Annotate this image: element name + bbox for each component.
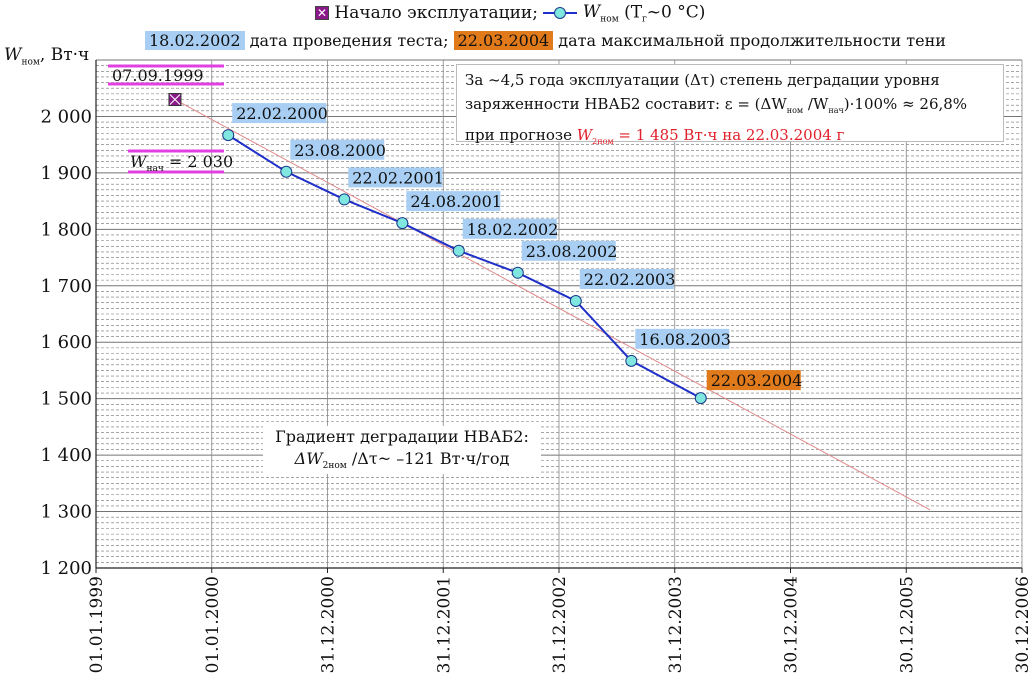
- y-axis-label: Wном, Вт·ч: [4, 45, 90, 68]
- date-label: 18.02.2002: [467, 220, 559, 239]
- date-label-bg: [406, 191, 501, 212]
- y-tick-label: 1 700: [40, 276, 92, 297]
- x-tick-label: 31.12.2001: [434, 576, 454, 673]
- legend-series-label: Wном (Tг~0 °C): [582, 2, 706, 25]
- info-box: За ~4,5 года эксплуатации (Δτ) степень д…: [456, 64, 1004, 146]
- data-point: [569, 295, 582, 308]
- y-tick-label: 1 200: [40, 558, 92, 579]
- point-labels: 22.02.2000 23.08.2000 22.02.2001 24.08.2001…: [108, 64, 803, 391]
- max-date-swatch: 22.03.2004: [453, 31, 554, 50]
- x-tick-label: 31.12.2000: [319, 576, 339, 673]
- y-tick-label: 1 900: [40, 163, 92, 184]
- info-line-3: при прогнозе W2ном = 1 485 Вт·ч на 22.03…: [465, 126, 845, 146]
- info-line-2: заряженности НВАБ2 составит: ε = (ΔWном …: [465, 95, 968, 115]
- date-label-bg: [579, 269, 674, 290]
- legend-top: ✕ Начало эксплуатации; Wном (Tг~0 °C): [315, 2, 705, 24]
- date-label-bg: [462, 218, 557, 239]
- data-point: [280, 165, 293, 178]
- legend-dates: 18.02.2002 дата проведения теста; 22.03.…: [145, 31, 946, 50]
- data-point: [694, 392, 707, 405]
- x-tick-label: 30.12.2004: [782, 576, 802, 673]
- y-tick-label: 1 300: [40, 502, 92, 523]
- x-tick-label: 01.01.2000: [203, 576, 223, 673]
- y-tick-label: 1 800: [40, 219, 92, 240]
- start-date-label: 07.09.1999: [112, 66, 204, 85]
- data-point: [396, 217, 409, 230]
- x-tick-label: 31.12.2003: [666, 576, 686, 673]
- start-point-cross: [169, 94, 181, 105]
- date-label-bg: [232, 103, 327, 124]
- x-tick-label: 31.12.2002: [550, 576, 570, 673]
- tick-labels: 1 200 1 300 1 400 1 500 1 600 1 700 1 800 1 900…: [40, 106, 1033, 673]
- series-wnom: [168, 93, 707, 405]
- date-label-bg: [348, 167, 443, 188]
- trend-segment: [174, 99, 931, 511]
- date-label-bg: [635, 328, 730, 349]
- date-label: 22.02.2003: [584, 270, 676, 289]
- date-label-bg: [521, 240, 616, 261]
- data-point: [338, 193, 351, 206]
- test-date-swatch: 18.02.2002: [145, 31, 245, 50]
- x-tick-label: 01.01.1999: [87, 576, 107, 673]
- y-tick-label: 1 500: [40, 389, 92, 410]
- date-label: 16.08.2003: [639, 330, 731, 349]
- y-tick-label: 1 600: [40, 332, 92, 353]
- start-marker-icon: ✕: [315, 6, 329, 21]
- date-label: 22.03.2004: [711, 371, 803, 390]
- y-tick-label: 2 000: [40, 106, 92, 127]
- date-label-bg: [706, 370, 801, 391]
- info-line-1: За ~4,5 года эксплуатации (Δτ) степень д…: [465, 71, 940, 89]
- x-tick-label: 30.12.2006: [1013, 576, 1033, 673]
- y-tick-label: 1 400: [40, 445, 92, 466]
- max-date-text: дата максимальной продолжительности тени: [558, 31, 946, 50]
- data-point: [511, 266, 524, 279]
- date-label-bg: [290, 139, 385, 160]
- date-label: 22.02.2001: [352, 168, 444, 187]
- test-date-text: дата проведения теста;: [249, 31, 449, 50]
- data-point: [625, 354, 638, 367]
- date-label: 22.02.2000: [236, 104, 328, 123]
- gradient-box: Градиент деградации НВАБ2: ΔW2ном /Δτ~ –…: [263, 426, 541, 474]
- data-point: [452, 244, 465, 257]
- start-value-label: Wнач = 2 030: [130, 152, 233, 174]
- date-label: 24.08.2001: [410, 192, 502, 211]
- gradient-line-1: Градиент деградации НВАБ2:: [275, 427, 529, 446]
- date-label: 23.08.2000: [294, 141, 386, 160]
- trend-line: [174, 99, 931, 511]
- legend-start-label: Начало эксплуатации;: [334, 3, 538, 24]
- date-label: 23.08.2002: [526, 242, 618, 261]
- data-point: [222, 129, 235, 142]
- x-tick-label: 30.12.2005: [897, 576, 917, 673]
- series-line-icon: [543, 7, 578, 20]
- gradient-line-2: ΔW2ном /Δτ~ –121 Вт·ч/год: [294, 449, 510, 472]
